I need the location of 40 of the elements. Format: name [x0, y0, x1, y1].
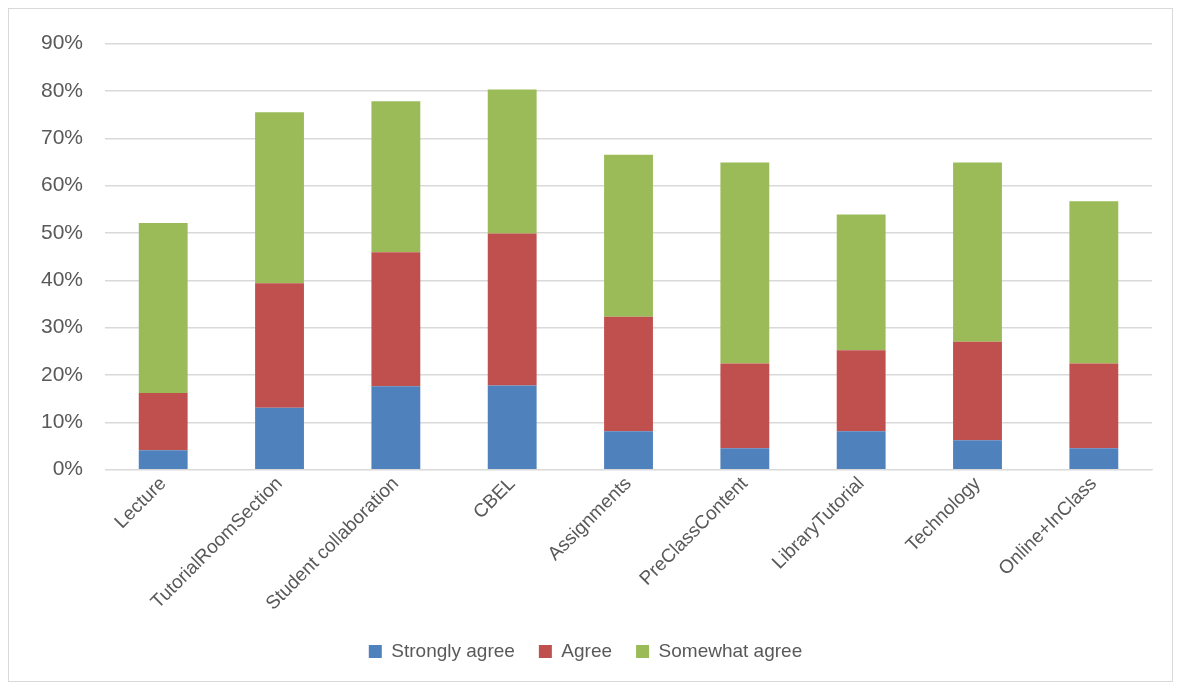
y-tick-label: 80%: [41, 77, 84, 101]
bar: [1069, 363, 1119, 449]
bar: [371, 101, 421, 253]
bar: [953, 440, 1002, 469]
y-tick-label: 40%: [41, 267, 84, 291]
y-tick-label: 90%: [41, 30, 84, 54]
bar: [1069, 201, 1119, 364]
bar: [720, 363, 770, 449]
bar: [487, 385, 537, 469]
bar: [953, 162, 1002, 342]
legend-label: Agree: [561, 639, 613, 661]
legend-label: Somewhat agree: [658, 639, 803, 661]
y-tick-label: 20%: [41, 361, 84, 385]
bar: [953, 341, 1002, 441]
bar: [371, 252, 421, 387]
bar: [255, 283, 304, 408]
bar: [255, 112, 304, 284]
bar: [604, 154, 653, 317]
bar: [720, 162, 770, 364]
bar: [1069, 448, 1119, 469]
y-tick-label: 60%: [41, 172, 84, 196]
bar: [138, 392, 188, 451]
bar: [138, 450, 188, 469]
legend-label: Strongly agree: [391, 639, 515, 661]
y-tick-label: 10%: [41, 409, 84, 433]
bar: [487, 233, 537, 386]
bar: [604, 316, 653, 432]
bar: [371, 386, 421, 469]
bar: [836, 431, 886, 469]
bar: [836, 214, 886, 351]
y-tick-label: 50%: [41, 219, 84, 243]
y-tick-label: 30%: [41, 314, 84, 338]
y-tick-label: 0%: [52, 456, 84, 480]
bar: [138, 223, 188, 393]
bar: [720, 448, 770, 469]
bar: [604, 431, 653, 469]
y-tick-label: 70%: [41, 125, 84, 149]
bar: [255, 407, 304, 469]
bar: [836, 350, 886, 432]
bar: [487, 89, 537, 234]
